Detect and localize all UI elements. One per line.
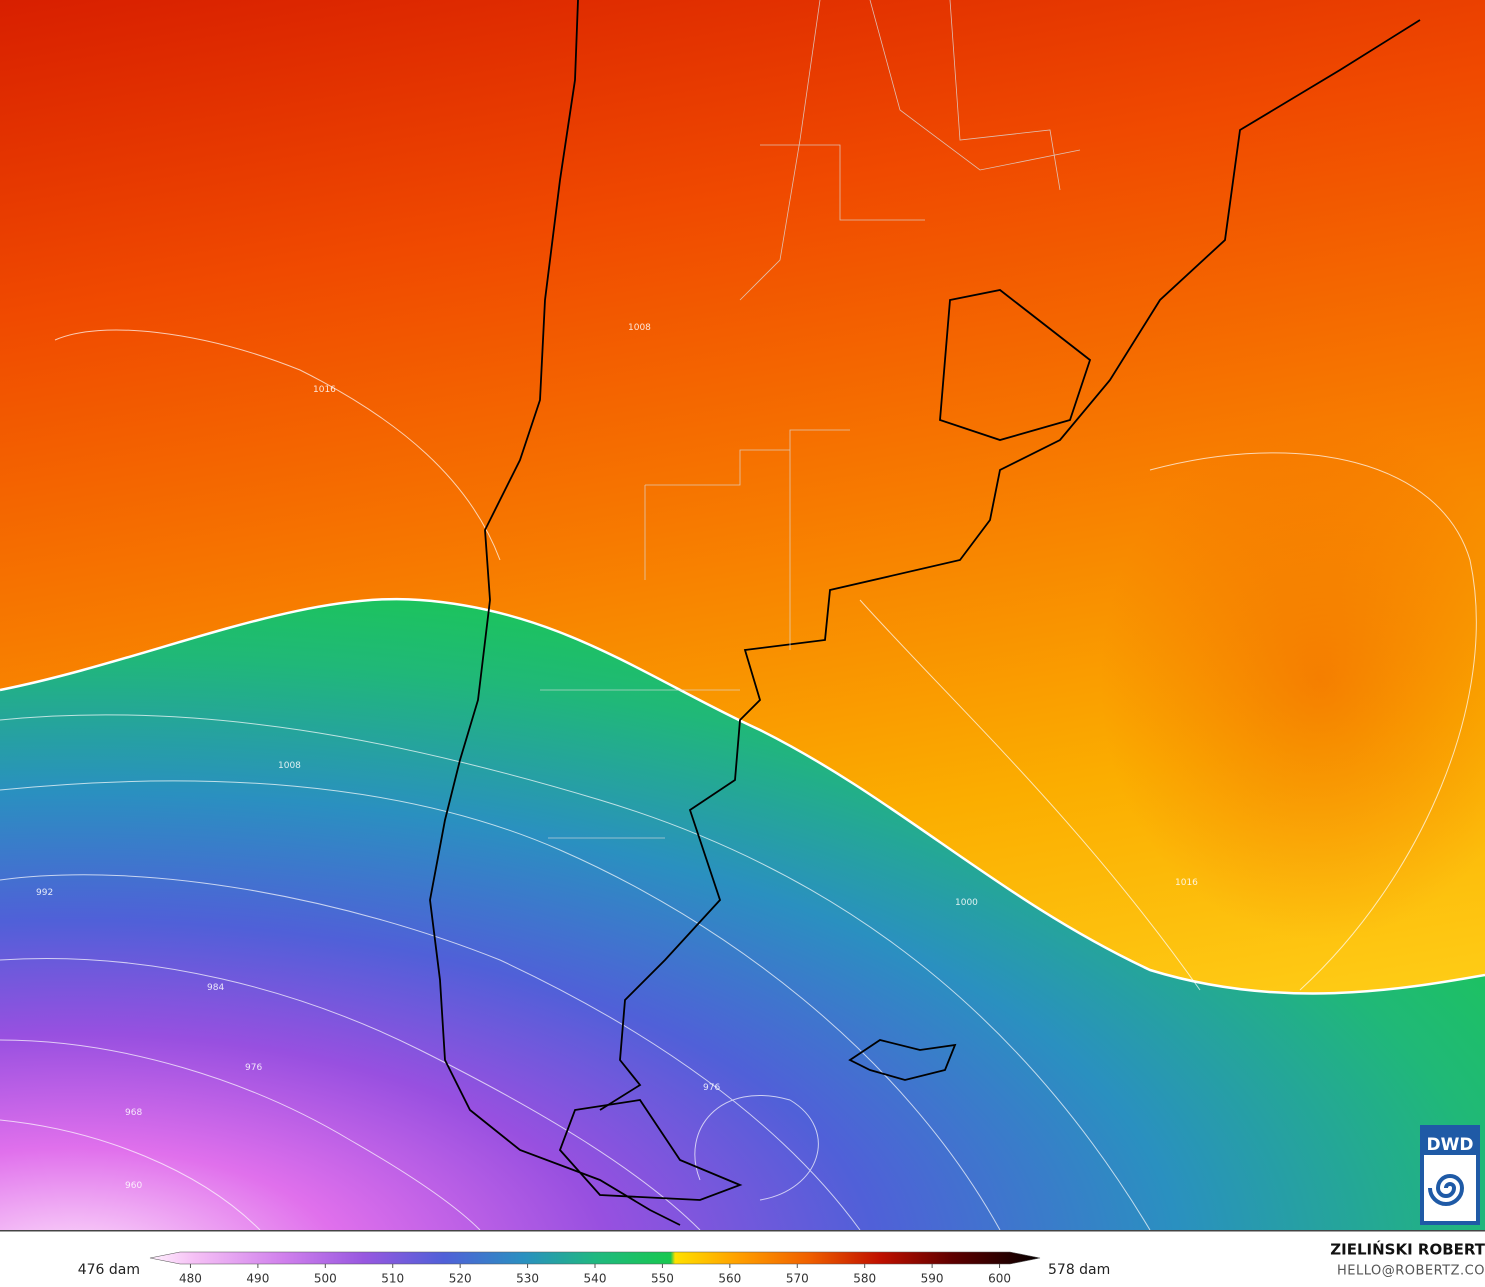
contour-label: 992 bbox=[36, 888, 53, 898]
colorbar-min-label: 476 dam bbox=[78, 1262, 140, 1278]
contour-label: 1008 bbox=[278, 761, 301, 771]
colorbar-tick-label: 540 bbox=[584, 1272, 607, 1286]
colorbar-tick-label: 530 bbox=[516, 1272, 539, 1286]
map: 1016 1016 1008 1008 1000 992 984 976 976… bbox=[0, 0, 1485, 1231]
colorbar-tick-label: 590 bbox=[921, 1272, 944, 1286]
contour-label: 976 bbox=[245, 1063, 262, 1073]
colorbar-tick-label: 600 bbox=[988, 1272, 1011, 1286]
boundary bbox=[0, 597, 1485, 995]
high-pressure bbox=[1100, 420, 1485, 940]
colorbar-tick-label: 550 bbox=[651, 1272, 674, 1286]
coastline bbox=[429, 0, 1421, 1226]
contour-label: 968 bbox=[125, 1108, 142, 1118]
map-border bbox=[0, 1230, 1485, 1232]
logo-text: DWD bbox=[1427, 1135, 1474, 1155]
contour-label: 1016 bbox=[313, 385, 336, 395]
credit-email: HELLO@ROBERTZ.CO bbox=[1337, 1264, 1485, 1279]
colorbar-tick-label: 520 bbox=[449, 1272, 472, 1286]
contour-labels: 1016 1016 1008 1008 1000 992 984 976 976… bbox=[36, 323, 1198, 1191]
colorbar-tick-label: 500 bbox=[314, 1272, 337, 1286]
colorbar-bar bbox=[149, 1251, 1041, 1265]
borders bbox=[540, 0, 1081, 839]
colorbar-tick-label: 580 bbox=[853, 1272, 876, 1286]
colorbar-tick-label: 560 bbox=[718, 1272, 741, 1286]
colorbar-tick-label: 480 bbox=[179, 1272, 202, 1286]
colorbar: 476 dam 578 dam 480 490 500 510 520 530 540 550… bbox=[78, 1251, 1110, 1286]
colorbar-tick-label: 570 bbox=[786, 1272, 809, 1286]
colorbar-max-label: 578 dam bbox=[1048, 1262, 1110, 1278]
contour-label: 960 bbox=[125, 1181, 142, 1191]
contour-label: 984 bbox=[207, 983, 224, 993]
contour-label: 1000 bbox=[955, 898, 978, 908]
contour-label: 1008 bbox=[628, 323, 651, 333]
contour-label: 1016 bbox=[1175, 878, 1198, 888]
isobars bbox=[0, 329, 1477, 1231]
dwd-logo: DWD bbox=[1420, 1125, 1480, 1225]
colorbar-tick-label: 510 bbox=[381, 1272, 404, 1286]
credit-name: ZIELIŃSKI ROBERT bbox=[1330, 1240, 1485, 1259]
contour-label: 976 bbox=[703, 1083, 720, 1093]
cold-field bbox=[0, 599, 1485, 1230]
colorbar-tick-label: 490 bbox=[246, 1272, 269, 1286]
